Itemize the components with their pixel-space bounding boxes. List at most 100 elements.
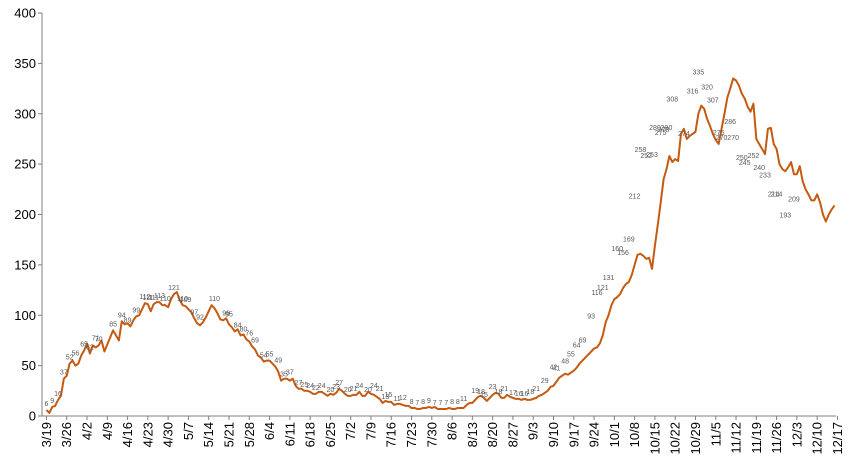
data-label: 280 (649, 125, 661, 132)
x-tick-label: 11/26 (769, 422, 784, 454)
x-tick-label: 4/16 (120, 422, 135, 447)
data-label: 111 (148, 295, 159, 302)
data-label: 21 (350, 386, 358, 393)
data-label: 23 (489, 384, 497, 391)
data-label: 96 (222, 310, 230, 317)
data-label: 111 (143, 295, 154, 302)
x-tick-label: 10/8 (627, 422, 642, 447)
data-label: 214 (771, 191, 783, 198)
x-tick-label: 10/15 (647, 422, 662, 455)
data-label: 20 (326, 387, 334, 394)
data-label: 7 (433, 400, 437, 407)
data-label: 11 (460, 396, 467, 403)
x-tick-label: 9/24 (587, 422, 602, 447)
data-label: 110 (160, 296, 171, 303)
series-line (45, 77, 836, 414)
data-label: 278 (658, 127, 670, 134)
data-label: 85 (109, 321, 117, 328)
data-label: 20 (344, 387, 352, 394)
y-tick-label: 100 (14, 308, 36, 323)
x-tick-label: 3/19 (39, 422, 54, 447)
x-tick-label: 10/29 (688, 422, 703, 455)
y-tick-label: 250 (14, 157, 36, 172)
data-label: 37 (60, 370, 68, 377)
data-label: 240 (753, 165, 765, 172)
data-label: 80 (240, 326, 248, 333)
data-label: 29 (541, 378, 549, 385)
data-label: 55 (567, 352, 575, 359)
data-label: 274 (678, 131, 690, 138)
data-label: 15 (384, 392, 392, 399)
data-label: 15 (480, 392, 488, 399)
data-label: 270 (727, 135, 739, 142)
data-label: 95 (225, 311, 233, 318)
x-tick-label: 5/14 (201, 422, 216, 447)
data-label: 245 (739, 160, 751, 167)
data-label: 69 (579, 337, 587, 344)
data-label: 8 (410, 399, 414, 406)
data-label: 65 (80, 342, 88, 349)
data-label: 110 (177, 296, 188, 303)
data-label: 70 (95, 336, 103, 343)
data-label: 52 (66, 355, 74, 362)
y-tick-label: 50 (22, 358, 36, 373)
data-label: 258 (635, 147, 647, 154)
data-label: 8 (450, 399, 454, 406)
x-tick-label: 9/17 (566, 422, 581, 447)
data-label: 308 (666, 97, 678, 104)
x-tick-label: 9/3 (526, 422, 541, 440)
data-label: 19 (471, 388, 479, 395)
data-label: 12 (399, 395, 407, 402)
x-tick-label: 7/2 (343, 422, 358, 440)
data-label: 56 (72, 351, 80, 358)
data-label: 16 (521, 391, 529, 398)
x-tick-label: 5/21 (221, 422, 236, 447)
data-label: 11 (393, 396, 400, 403)
data-label: 62 (86, 345, 94, 352)
x-tick-label: 8/27 (505, 422, 520, 447)
data-label: 109 (180, 297, 192, 304)
data-label: 16 (54, 391, 62, 398)
data-label: 64 (573, 343, 581, 350)
data-label: 35 (280, 372, 288, 379)
data-label: 84 (234, 322, 242, 329)
data-label: 17 (509, 390, 517, 397)
data-label: 18 (526, 389, 534, 396)
data-label: 71 (92, 335, 100, 342)
data-label: 160 (611, 246, 623, 253)
data-label: 21 (532, 386, 540, 393)
x-tick-label: 4/9 (100, 422, 115, 440)
x-tick-label: 6/4 (262, 422, 277, 440)
x-tick-label: 7/30 (424, 422, 439, 447)
data-label: 24 (318, 383, 326, 390)
x-tick-label: 11/5 (708, 422, 723, 446)
x-tick-label: 4/23 (140, 422, 155, 447)
y-tick-label: 400 (14, 6, 36, 21)
data-label: 275 (655, 130, 667, 137)
data-label: 156 (617, 250, 629, 257)
x-tick-label: 12/3 (789, 422, 804, 447)
x-tick-label: 12/17 (830, 422, 845, 455)
y-axis: 0 50 100 150 200 250 300 350 400 (14, 6, 43, 424)
series-group (45, 77, 836, 414)
data-label: 7 (439, 400, 443, 407)
data-label: 18 (477, 389, 485, 396)
x-tick-label: 5/28 (242, 422, 257, 447)
data-label: 99 (132, 307, 140, 314)
data-label: 27 (335, 380, 343, 387)
data-label: 209 (788, 196, 800, 203)
data-label: 320 (701, 85, 713, 92)
data-label: 335 (693, 69, 705, 76)
data-label: 8 (421, 399, 425, 406)
data-label: 7 (415, 400, 419, 407)
x-tick-label: 10/22 (668, 422, 683, 455)
data-label: 24 (306, 383, 314, 390)
data-label: 116 (591, 290, 602, 297)
data-label: 22 (312, 385, 320, 392)
data-label: 97 (190, 309, 198, 316)
x-tick-label: 6/11 (282, 422, 297, 446)
x-tick-label: 11/19 (749, 422, 764, 454)
data-label: 21 (500, 386, 508, 393)
data-label: 25 (300, 382, 308, 389)
